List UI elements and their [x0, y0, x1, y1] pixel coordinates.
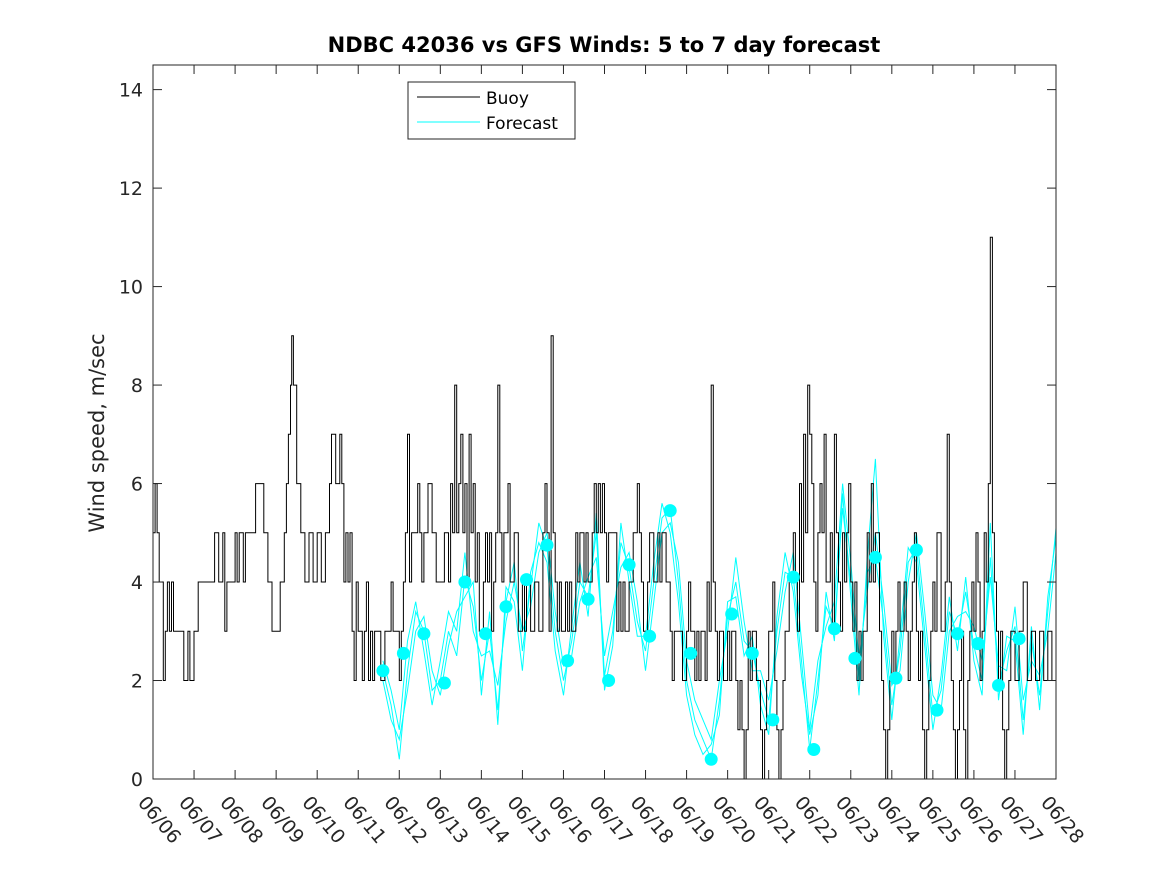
forecast-marker-19	[766, 713, 780, 727]
forecast-marker-10	[581, 592, 595, 606]
forecast-marker-25	[889, 671, 903, 685]
forecast-marker-4	[458, 575, 472, 589]
y-axis-label: Wind speed, m/sec	[85, 333, 109, 532]
forecast-marker-22	[827, 622, 841, 636]
y-axis-ticks: 0 2 4 6 8 10 12 14	[119, 80, 1056, 791]
forecast-marker-18	[745, 646, 759, 660]
forecast-marker-11	[602, 674, 616, 687]
legend-box	[407, 81, 576, 140]
forecast-marker-29	[971, 637, 985, 651]
forecast-marker-16	[704, 752, 718, 766]
forecast-marker-1	[396, 646, 410, 660]
forecast-marker-21	[807, 743, 821, 756]
buoy-series-line	[153, 236, 1056, 780]
forecast-marker-24	[868, 550, 882, 564]
y-tick-label-3: 6	[131, 474, 143, 496]
forecast-marker-12	[622, 558, 636, 572]
forecast-line-2	[382, 458, 1057, 756]
buoy-line	[153, 236, 1056, 780]
y-tick-label-4: 8	[131, 375, 143, 397]
forecast-marker-5	[479, 627, 492, 641]
y-tick-label-2: 4	[131, 572, 143, 594]
y-tick-label-6: 12	[119, 178, 143, 200]
legend-label-buoy: Buoy	[486, 89, 529, 109]
forecast-marker-17	[725, 607, 739, 621]
y-tick-label-5: 10	[119, 277, 143, 299]
forecast-marker-2	[417, 627, 431, 641]
forecast-marker-8	[540, 538, 554, 552]
forecast-marker-3	[437, 676, 451, 690]
forecast-marker-14	[663, 504, 677, 518]
forecast-marker-27	[930, 703, 944, 717]
plot-area	[153, 236, 1057, 780]
forecast-marker-7	[520, 573, 533, 587]
forecast-marker-23	[848, 651, 862, 665]
forecast-marker-6	[499, 600, 513, 614]
forecast-marker-30	[992, 678, 1005, 692]
y-tick-label-1: 2	[131, 671, 143, 693]
forecast-marker-31	[1012, 632, 1026, 646]
forecast-marker-9	[561, 654, 575, 668]
legend-label-forecast: Forecast	[486, 114, 558, 134]
forecast-marker-28	[951, 627, 964, 641]
y-tick-label-7: 14	[119, 80, 143, 102]
forecast-marker-26	[909, 543, 923, 557]
forecast-markers	[376, 504, 1026, 766]
forecast-marker-20	[786, 570, 800, 584]
forecast-marker-15	[684, 646, 698, 660]
forecast-marker-0	[376, 664, 390, 678]
chart-title: NDBC 42036 vs GFS Winds: 5 to 7 day fore…	[328, 33, 881, 57]
legend: Buoy Forecast	[407, 81, 576, 140]
forecast-marker-13	[643, 629, 657, 643]
y-tick-label-0: 0	[131, 769, 143, 791]
